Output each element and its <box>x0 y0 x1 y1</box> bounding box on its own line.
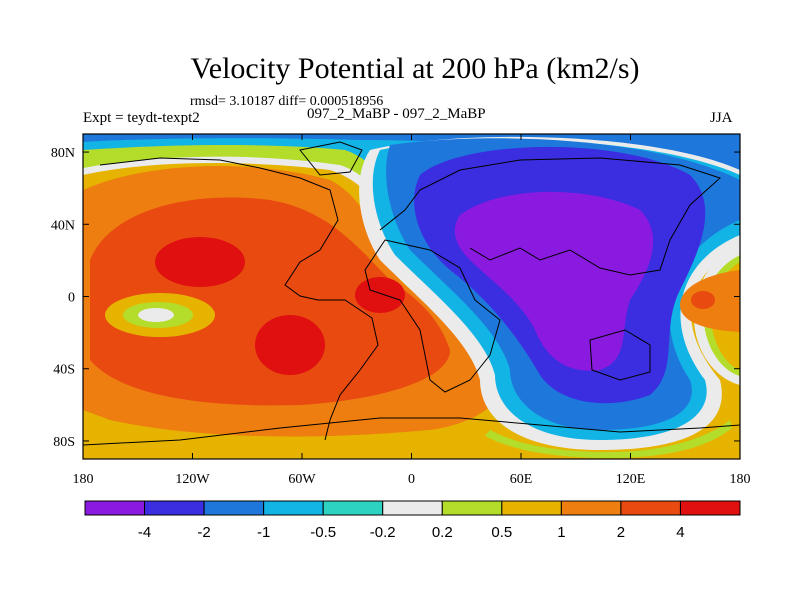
x-tick-label: 60W <box>288 472 316 487</box>
colorbar-box <box>441 500 503 516</box>
colorbar-labels: -4 -2 -1 -0.5 -0.2 0.2 0.5 1 2 4 <box>138 524 685 541</box>
y-tick-labels: 80N 40N 0 40S 80S <box>51 146 75 450</box>
x-tick-label: 180 <box>730 472 751 487</box>
colorbar-label: -4 <box>138 524 151 541</box>
colorbar-box <box>382 500 443 516</box>
colorbar-box <box>501 500 562 516</box>
south-band-green <box>485 420 732 458</box>
x-tick-label: 120E <box>616 472 646 487</box>
north-band-white <box>83 134 420 270</box>
antarctica-coast <box>83 417 740 446</box>
colorbar-label: -1 <box>257 524 270 541</box>
y-tick-label: 40S <box>53 363 75 378</box>
north-pacific-max <box>155 237 245 287</box>
colorbar-box <box>679 500 741 516</box>
west-pacific-max <box>691 291 715 309</box>
greenland-coast <box>299 141 363 176</box>
colorbar-label: 1 <box>557 524 565 541</box>
colorbar-label: 2 <box>617 524 625 541</box>
x-tick-label: 60E <box>510 472 533 487</box>
africa-coast <box>364 239 501 393</box>
colorbar-box <box>560 500 622 516</box>
west-africa-max <box>355 277 405 313</box>
x-tick-label: 0 <box>408 472 415 487</box>
coastlines <box>83 141 740 446</box>
colorbar-label: -0.2 <box>370 524 396 541</box>
colorbar-label: -2 <box>197 524 210 541</box>
australia-coast <box>589 329 651 381</box>
x-tick-marks <box>82 134 741 459</box>
colorbar-box <box>263 500 324 516</box>
europe-asia-coast <box>379 157 721 276</box>
colorbar-label: 0.5 <box>491 524 512 541</box>
y-tick-label: 40N <box>51 218 75 233</box>
run-comparison-label: 097_2_MaBP - 097_2_MaBP <box>307 106 486 122</box>
north-america-coast <box>99 157 339 301</box>
south-america-coast <box>318 299 379 441</box>
colorbar-label: 0.2 <box>432 524 453 541</box>
contour-field <box>83 134 740 459</box>
y-tick-label: 0 <box>68 291 75 306</box>
y-tick-label: 80S <box>53 435 75 450</box>
experiment-label: Expt = teydt-texpt2 <box>83 110 200 126</box>
y-tick-label: 80N <box>51 146 75 161</box>
asia-indian-ocean-low <box>454 191 654 371</box>
stats-line: rmsd= 3.10187 diff= 0.000518956 <box>190 94 384 109</box>
south-band-yellow <box>83 420 740 459</box>
colorbar <box>84 500 741 516</box>
colorbar-box <box>84 500 146 516</box>
x-tick-labels: 180 120W 60W 0 60E 120E 180 <box>73 472 751 487</box>
colorbar-label: -0.5 <box>310 524 336 541</box>
central-pacific-min <box>138 308 174 322</box>
colorbar-box <box>620 500 681 516</box>
x-tick-label: 180 <box>73 472 94 487</box>
south-atlantic-max <box>255 315 325 375</box>
colorbar-box <box>144 500 205 516</box>
colorbar-label: 4 <box>676 524 684 541</box>
colorbar-box <box>322 500 384 516</box>
season-label: JJA <box>710 110 733 126</box>
colorbar-box <box>203 500 265 516</box>
chart-title: Velocity Potential at 200 hPa (km2/s) <box>190 52 640 85</box>
x-tick-label: 120W <box>175 472 210 487</box>
y-tick-marks <box>83 151 740 442</box>
